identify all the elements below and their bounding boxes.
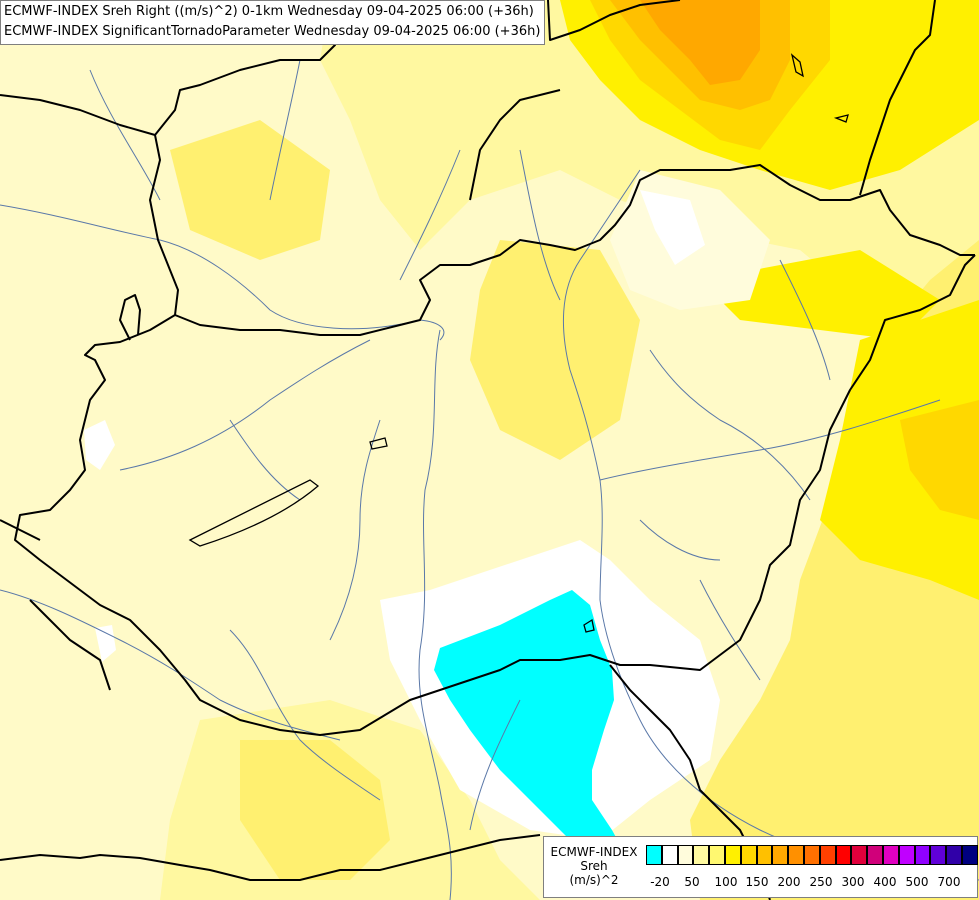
legend-tick-label: 150 (745, 875, 769, 889)
field-white-west-spot (84, 420, 115, 470)
legend-swatch (709, 845, 725, 865)
legend-swatch (772, 845, 789, 865)
river-network (0, 59, 979, 900)
field-white-north (640, 190, 705, 265)
legend-swatch (803, 845, 820, 865)
legend-swatch (898, 845, 915, 865)
legend-swatch (819, 845, 836, 865)
legend-swatches (646, 845, 978, 865)
legend-tick-label: 400 (873, 875, 897, 889)
field-yellow-right-upper (700, 250, 940, 340)
legend-tick-label: 250 (809, 875, 833, 889)
legend-swatch (882, 845, 899, 865)
map-title-box: ECMWF-INDEX Sreh Right ((m/s)^2) 0-1km W… (0, 0, 546, 45)
legend-tick-label: -20 (650, 875, 670, 889)
legend-swatch (693, 845, 710, 865)
lakes (188, 53, 849, 633)
southern-border (0, 834, 541, 881)
field-yellow-center (470, 240, 640, 460)
legend-swatch (961, 845, 978, 865)
field-white-west-spot-2 (95, 625, 116, 662)
legend-tick-label: 500 (905, 875, 929, 889)
legend-swatch (851, 845, 868, 865)
legend-swatch (677, 845, 694, 865)
legend-title-source: ECMWF-INDEX (550, 845, 638, 859)
legend-tick-label: 200 (777, 875, 801, 889)
field-yellow-east-core (900, 400, 979, 520)
legend-swatch (835, 845, 852, 865)
field-cyan (434, 590, 624, 864)
legend-tick-label: 50 (684, 875, 700, 889)
legend-swatch (724, 845, 741, 865)
legend-swatch (930, 845, 947, 865)
legend-swatch (646, 845, 662, 865)
legend-swatch (661, 845, 678, 865)
legend-tick-label: 300 (841, 875, 865, 889)
field-yellow-northwest (170, 120, 330, 260)
color-legend: ECMWF-INDEX Sreh (m/s)^2 -20 50 100 150 200 2… (543, 836, 978, 898)
legend-swatch (867, 845, 883, 865)
legend-swatch (946, 845, 962, 865)
field-deep-orange (640, 0, 760, 85)
legend-swatch (788, 845, 804, 865)
legend-title: ECMWF-INDEX Sreh (m/s)^2 (544, 845, 644, 887)
legend-swatch (740, 845, 757, 865)
map-title-line-1: ECMWF-INDEX Sreh Right ((m/s)^2) 0-1km W… (4, 4, 534, 19)
field-yellow-southwest (240, 740, 390, 880)
legend-title-parameter: Sreh (580, 859, 608, 873)
legend-swatch (914, 845, 931, 865)
legend-tick-label: 700 (937, 875, 961, 889)
legend-title-unit: (m/s)^2 (569, 873, 619, 887)
legend-tick-label: 100 (714, 875, 738, 889)
map-title-line-2: ECMWF-INDEX SignificantTornadoParameter … (4, 24, 541, 39)
legend-swatch (756, 845, 773, 865)
